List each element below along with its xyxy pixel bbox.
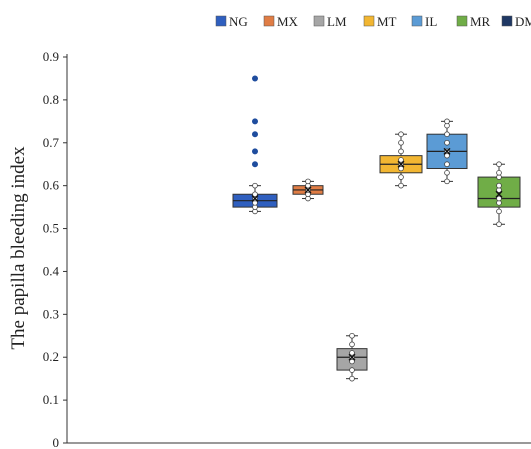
data-point xyxy=(496,195,502,202)
data-point xyxy=(444,178,450,185)
data-point xyxy=(496,170,502,176)
data-point xyxy=(398,182,404,189)
y-tick-label: 0.6 xyxy=(43,178,60,193)
mean-marker xyxy=(443,147,451,155)
mean-marker xyxy=(495,190,503,198)
outlier-point xyxy=(251,75,258,82)
outlier-point xyxy=(251,148,258,155)
data-point xyxy=(496,182,502,189)
mean-marker xyxy=(348,353,356,361)
y-tick-label: 0.1 xyxy=(43,392,59,407)
data-point xyxy=(349,350,355,356)
data-point xyxy=(398,174,404,180)
data-point xyxy=(444,118,450,125)
y-tick-label: 0.7 xyxy=(43,135,60,150)
data-point xyxy=(349,341,355,348)
box-group xyxy=(426,118,468,185)
y-tick-label: 0.4 xyxy=(43,263,60,278)
data-point xyxy=(305,178,311,185)
legend-label: LM xyxy=(327,14,347,29)
y-tick-label: 0.3 xyxy=(43,306,59,321)
legend-label: NG xyxy=(229,14,248,29)
legend-label: DM xyxy=(515,14,531,29)
legend-swatch xyxy=(411,15,423,27)
box-group xyxy=(477,161,521,228)
y-axis: 0 0.1 0.2 0.3 0.4 0.5 0.6 0.7 0.8 0.9 xyxy=(43,49,531,449)
y-tick-label: 0.9 xyxy=(43,49,59,64)
y-tick-label: 0.8 xyxy=(43,92,59,107)
data-point xyxy=(496,161,502,168)
legend-label: MT xyxy=(377,14,397,29)
data-point xyxy=(398,157,404,163)
data-point xyxy=(398,148,404,155)
y-axis-title: The papilla bleeding index xyxy=(8,146,29,350)
data-point xyxy=(349,332,355,339)
outlier-point xyxy=(251,118,258,125)
box-group xyxy=(336,332,368,382)
mean-marker xyxy=(251,195,259,203)
legend-swatch xyxy=(363,15,375,27)
data-point xyxy=(398,131,404,138)
legend: NG MX LM MT IL MR DM xyxy=(215,14,531,29)
legend-label: MX xyxy=(277,14,299,29)
data-point xyxy=(252,182,258,189)
data-point xyxy=(444,161,450,168)
mean-marker xyxy=(397,160,405,168)
legend-label: IL xyxy=(425,14,437,29)
data-point xyxy=(444,170,450,176)
legend-label: MR xyxy=(470,14,491,29)
mean-marker xyxy=(304,186,312,194)
y-tick-label: 0 xyxy=(53,435,60,449)
outlier-point xyxy=(251,161,258,168)
data-point xyxy=(398,139,404,146)
data-point xyxy=(252,191,258,198)
legend-swatch xyxy=(313,15,325,27)
legend-swatch xyxy=(501,15,513,27)
data-point xyxy=(349,367,355,373)
outlier-point xyxy=(251,131,258,138)
legend-swatch xyxy=(456,15,468,27)
box-group xyxy=(232,75,278,215)
y-tick-label: 0.5 xyxy=(43,221,59,236)
plot-area xyxy=(232,75,521,382)
box-group xyxy=(292,178,324,202)
data-point xyxy=(496,208,502,215)
data-point xyxy=(444,131,450,138)
data-point xyxy=(496,221,502,228)
legend-swatch xyxy=(263,15,275,27)
data-point xyxy=(349,375,355,382)
legend-swatch xyxy=(215,15,227,27)
box-group xyxy=(379,131,423,189)
y-tick-label: 0.2 xyxy=(43,349,59,364)
data-point xyxy=(444,139,450,146)
